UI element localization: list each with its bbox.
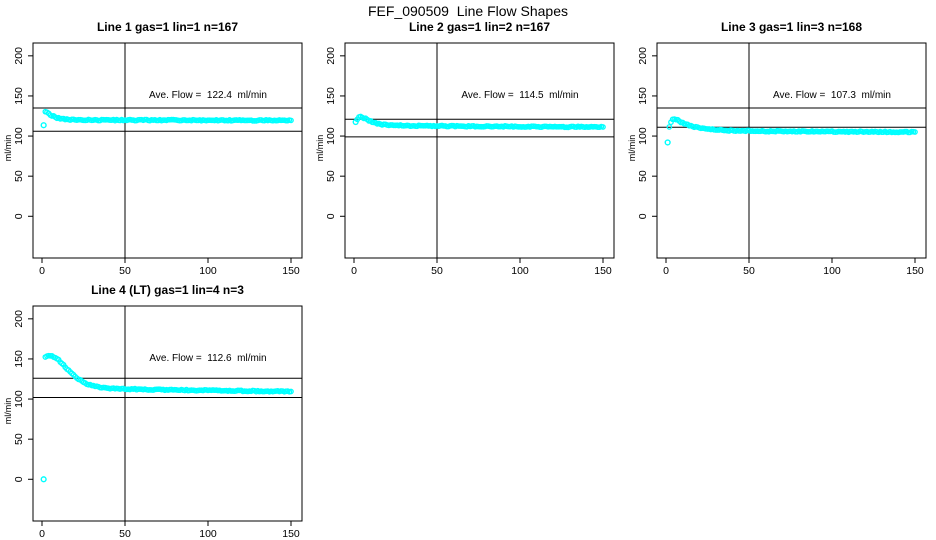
data-point	[288, 388, 294, 395]
outlier-point	[40, 476, 47, 483]
y-tick-label: 200	[637, 47, 649, 65]
ave-flow-annotation: Ave. Flow = 114.5 ml/min	[461, 90, 579, 101]
x-tick-label: 0	[351, 265, 357, 274]
x-tick-label: 50	[119, 528, 131, 537]
plot-area-line-1: 0 50 100 150 0 50 100 150 200	[13, 42, 303, 274]
y-tick-label: 200	[13, 310, 25, 328]
plot-box	[32, 42, 303, 259]
plot-box	[344, 42, 615, 259]
y-tick-label: 150	[325, 87, 337, 105]
y-tick-label: 0	[13, 213, 25, 219]
y-tick-label: 50	[325, 170, 337, 182]
x-tick-label: 0	[39, 265, 45, 274]
x-tick-label: 100	[199, 265, 217, 274]
outlier-point	[352, 118, 359, 126]
y-tick-label: 50	[13, 170, 25, 182]
x-tick-label: 50	[119, 265, 131, 274]
x-tick-label: 0	[663, 265, 669, 274]
y-tick-label: 50	[13, 433, 25, 445]
subplot-title: Line 3 gas=1 lin=3 n=168	[720, 20, 863, 34]
y-tick-label: 0	[13, 476, 25, 482]
y-tick-label: 50	[637, 170, 649, 182]
subplot-line-2: 0 50 100 150 0 50 100 150 200 Line 2 gas=1 lin=2…	[312, 14, 624, 274]
x-tick-label: 100	[823, 265, 841, 274]
y-tick-label: 150	[13, 87, 25, 105]
x-tick-label: 150	[282, 528, 300, 537]
ave-flow-annotation: Ave. Flow = 107.3 ml/min	[773, 90, 891, 101]
data-point	[666, 124, 673, 130]
plot-area-line-3: 0 50 100 150 0 50 100 150 200	[637, 42, 927, 274]
ave-flow-annotation: Ave. Flow = 112.6 ml/min	[149, 353, 267, 364]
outlier-point	[664, 139, 671, 146]
x-tick-label: 50	[431, 265, 443, 274]
plot-box	[656, 42, 927, 259]
subplot-line-1: 0 50 100 150 0 50 100 150 200 Line 1 gas=1 lin=1…	[0, 14, 312, 274]
outlier-point	[40, 122, 47, 129]
x-tick-label: 50	[743, 265, 755, 274]
y-tick-label: 150	[637, 87, 649, 105]
data-point	[288, 117, 294, 124]
x-tick-label: 100	[199, 528, 217, 537]
ave-flow-annotation: Ave. Flow = 122.4 ml/min	[149, 90, 267, 101]
page-title: FEF_090509 Line Flow Shapes	[367, 3, 568, 19]
y-tick-label: 0	[637, 213, 649, 219]
y-tick-label: 100	[13, 127, 25, 145]
plot-area-line-2: 0 50 100 150 0 50 100 150 200	[325, 42, 615, 274]
subplot-title: Line 4 (LT) gas=1 lin=4 n=3	[91, 283, 244, 297]
subplot-title: Line 2 gas=1 lin=2 n=167	[408, 20, 551, 34]
x-tick-label: 150	[594, 265, 612, 274]
data-point	[912, 129, 918, 135]
y-axis-label: ml/min	[3, 134, 13, 162]
y-tick-label: 200	[13, 47, 25, 65]
y-tick-label: 150	[13, 350, 25, 368]
subplot-line-4-lt: 0 50 100 150 0 50 100 150 200 Line 4 (LT) gas=1 …	[0, 277, 312, 537]
plot-box	[32, 305, 303, 522]
subplot-line-3: 0 50 100 150 0 50 100 150 200 Line 3 gas=1 lin=3…	[624, 14, 936, 274]
y-tick-label: 100	[13, 390, 25, 408]
y-axis-label: ml/min	[3, 397, 13, 425]
plot-area-line-4: 0 50 100 150 0 50 100 150 200	[13, 305, 303, 537]
y-axis-label: ml/min	[315, 134, 325, 162]
y-tick-label: 100	[637, 127, 649, 145]
x-tick-label: 150	[906, 265, 924, 274]
x-tick-label: 150	[282, 265, 300, 274]
y-axis-label: ml/min	[627, 134, 637, 162]
data-point	[600, 124, 606, 130]
x-tick-label: 100	[511, 265, 529, 274]
y-tick-label: 0	[325, 213, 337, 219]
x-tick-label: 0	[39, 528, 45, 537]
y-tick-label: 100	[325, 127, 337, 145]
subplot-title: Line 1 gas=1 lin=1 n=167	[96, 20, 239, 34]
y-tick-label: 200	[325, 47, 337, 65]
